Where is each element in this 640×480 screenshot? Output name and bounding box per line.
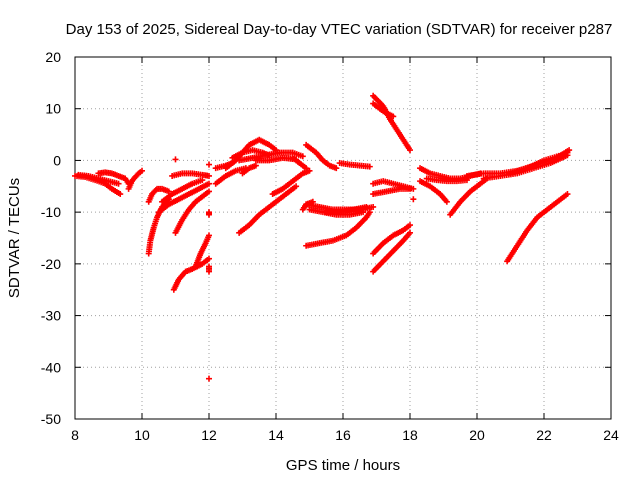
series-t7 [155, 180, 212, 216]
x-tick-label: 24 [603, 427, 619, 443]
data-point [306, 167, 313, 174]
data-point [172, 156, 179, 163]
series-t32 [323, 203, 370, 216]
x-tick-labels: 8 10 12 14 16 18 20 22 24 [71, 427, 619, 443]
series-t24 [289, 154, 310, 172]
data-point [293, 183, 300, 190]
data-point [206, 209, 212, 216]
data-point [333, 165, 340, 172]
y-tick-label: 0 [53, 152, 61, 168]
data-point [407, 222, 413, 229]
series-t16 [206, 375, 212, 382]
y-tick-label: 10 [45, 101, 61, 117]
series-t27 [269, 167, 313, 198]
x-tick-label: 8 [71, 427, 79, 443]
series-t33 [303, 209, 373, 249]
data-point [366, 163, 373, 170]
data-point [410, 196, 417, 203]
data-point [390, 113, 397, 120]
series-t35 [370, 92, 413, 154]
series-t10 [172, 188, 212, 236]
data-point [115, 180, 122, 187]
data-point [564, 191, 571, 198]
data-point [117, 191, 124, 198]
series-t41 [410, 196, 417, 203]
y-tick-labels: 20 10 0 -10 -20 -30 -40 -50 [41, 49, 61, 427]
data-point [363, 203, 370, 210]
series-t25 [239, 162, 259, 177]
data-point [206, 255, 212, 262]
series-t48 [507, 147, 573, 177]
series-t12 [192, 232, 212, 270]
data-point [206, 172, 212, 179]
series-t44 [423, 175, 470, 185]
x-axis-label: GPS time / hours [286, 457, 400, 474]
y-tick-label: -50 [41, 411, 61, 427]
series-t40 [370, 222, 413, 257]
y-axis-label: SDTVAR / TECUs [6, 178, 23, 298]
data-point [206, 188, 212, 195]
series-t22 [236, 149, 306, 164]
series-t3 [95, 169, 132, 187]
data-point [370, 203, 377, 210]
series-t8 [159, 177, 206, 205]
x-tick-label: 14 [268, 427, 284, 443]
data-point [252, 162, 259, 169]
series-t38 [370, 185, 413, 198]
x-tick-label: 20 [469, 427, 485, 443]
data-point [206, 232, 212, 239]
data-point [199, 177, 206, 184]
y-tick-label: -10 [41, 204, 61, 220]
y-tick-label: -20 [41, 256, 61, 272]
series-t45 [447, 175, 491, 218]
series-t49 [504, 191, 571, 265]
data-point [139, 167, 145, 174]
y-tick-label: 20 [45, 49, 61, 65]
series-t34 [336, 160, 373, 170]
series-t36 [370, 100, 397, 120]
series-t15 [172, 156, 179, 163]
data-point [407, 229, 413, 236]
series-t6 [145, 185, 172, 205]
y-tick-label: -40 [41, 359, 61, 375]
series-t13 [206, 263, 212, 275]
x-tick-label: 18 [402, 427, 418, 443]
data-point [299, 153, 306, 160]
data-point [407, 147, 413, 154]
series-t43 [417, 178, 450, 205]
axis-ticks [74, 56, 612, 420]
data-point [206, 161, 212, 168]
series-t11 [170, 255, 212, 293]
data-point [407, 185, 413, 192]
series-t37 [370, 178, 417, 192]
series-t29 [303, 141, 340, 172]
series-t4 [125, 167, 145, 192]
data-point [206, 180, 212, 187]
x-tick-label: 22 [536, 427, 552, 443]
x-tick-label: 16 [335, 427, 351, 443]
y-tick-label: -30 [41, 308, 61, 324]
data-point [206, 263, 212, 270]
x-tick-label: 12 [201, 427, 217, 443]
series-t23 [252, 154, 300, 164]
data-point [165, 188, 172, 195]
series-t17 [206, 161, 212, 168]
series-t2 [75, 171, 122, 187]
chart-title: Day 153 of 2025, Sidereal Day-to-day VTE… [66, 21, 613, 38]
data-point [206, 375, 212, 382]
x-tick-label: 10 [134, 427, 150, 443]
series-t9 [169, 170, 212, 179]
data-point [366, 209, 373, 216]
data-point [566, 147, 573, 154]
series-t26 [236, 183, 300, 236]
data-markers [72, 92, 573, 382]
series-t39 [370, 229, 413, 275]
data-point [443, 198, 450, 205]
series-t14 [206, 209, 212, 218]
data-point [309, 198, 316, 205]
